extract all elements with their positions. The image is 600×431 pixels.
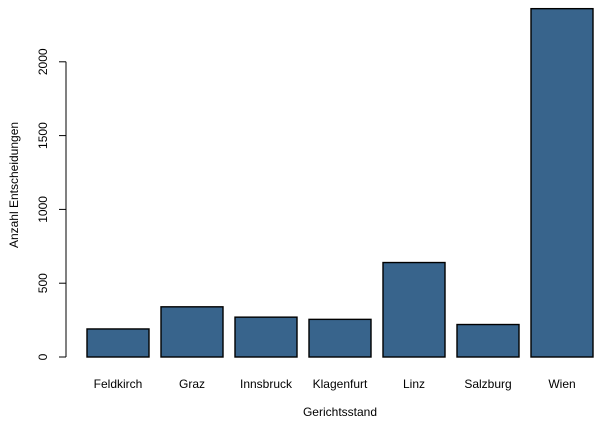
- bar-linz: [382, 261, 446, 358]
- y-axis-title: Anzahl Entscheidungen: [7, 122, 21, 248]
- x-tick-label-innsbruck: Innsbruck: [240, 377, 293, 391]
- bar-klagenfurt: [308, 318, 372, 358]
- y-tick-label: 500: [36, 273, 50, 293]
- x-tick-label-feldkirch: Feldkirch: [94, 377, 143, 391]
- x-tick-label-klagenfurt: Klagenfurt: [313, 377, 368, 391]
- x-tick-label-linz: Linz: [403, 377, 425, 391]
- y-tick-label: 1000: [36, 196, 50, 223]
- bar-graz: [160, 306, 224, 358]
- bar-innsbruck: [234, 316, 298, 358]
- bar-wien: [530, 7, 594, 358]
- x-axis-labels: Feldkirch Graz Innsbruck Klagenfurt Linz Salz…: [94, 377, 576, 391]
- bars-layer: [86, 7, 594, 358]
- y-tick-label: 0: [36, 353, 50, 360]
- bar-feldkirch: [86, 328, 150, 358]
- y-tick-label: 1500: [36, 122, 50, 149]
- y-axis: 0 500 1000 1500 2000: [36, 48, 67, 360]
- y-tick-label: 2000: [36, 48, 50, 75]
- x-tick-label-wien: Wien: [548, 377, 575, 391]
- x-tick-label-salzburg: Salzburg: [464, 377, 511, 391]
- bar-salzburg: [456, 323, 520, 358]
- x-axis-title: Gerichtsstand: [303, 405, 377, 419]
- x-tick-label-graz: Graz: [179, 377, 205, 391]
